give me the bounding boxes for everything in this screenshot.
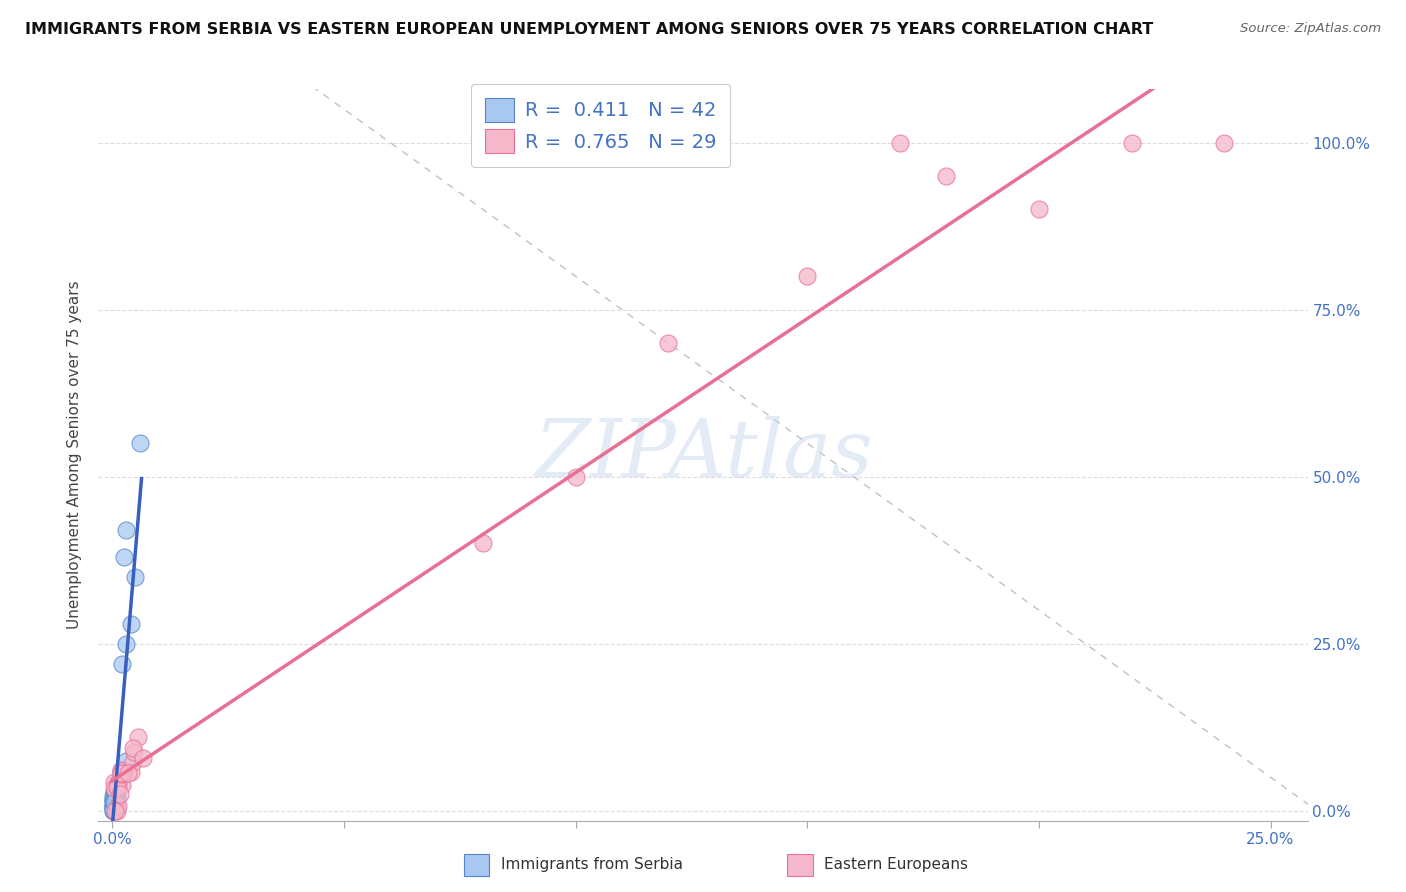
Point (103, 797, 125, 811)
Text: Eastern Europeans: Eastern Europeans (824, 857, 967, 872)
Point (103, 780, 125, 795)
Point (112, 549, 135, 564)
Point (101, 800, 124, 814)
Point (107, 774, 129, 789)
Point (110, 764, 132, 779)
Point (103, 775, 125, 789)
Text: ZIPAtlas: ZIPAtlas (534, 417, 872, 493)
Point (120, 616, 142, 631)
Point (1213, 136, 1236, 150)
Point (101, 796, 124, 810)
Bar (787, 854, 813, 876)
Point (115, 637, 138, 651)
Point (110, 763, 132, 777)
Point (120, 765, 142, 780)
Point (107, 790, 129, 805)
Point (104, 794, 127, 808)
Point (657, 336, 679, 351)
Point (101, 792, 124, 806)
Point (103, 798, 125, 813)
Point (124, 570, 146, 584)
Text: Immigrants from Serbia: Immigrants from Serbia (501, 857, 682, 872)
Point (796, 269, 818, 284)
Point (124, 745, 146, 759)
Point (104, 789, 127, 804)
Bar (464, 854, 489, 876)
Point (122, 755, 145, 769)
Point (129, 436, 152, 450)
Point (110, 765, 132, 780)
Point (110, 770, 132, 784)
Point (564, 469, 586, 483)
Point (104, 792, 127, 806)
Point (103, 786, 125, 800)
Y-axis label: Unemployment Among Seniors over 75 years: Unemployment Among Seniors over 75 years (67, 281, 83, 629)
Point (1028, 202, 1050, 217)
Point (111, 765, 134, 780)
Point (103, 798, 125, 813)
Point (107, 799, 129, 814)
Point (110, 657, 132, 671)
Point (115, 754, 138, 768)
Point (889, 136, 911, 150)
Point (122, 741, 145, 756)
Point (115, 523, 138, 537)
Point (110, 778, 132, 792)
Point (110, 766, 132, 780)
Point (1121, 136, 1143, 150)
Point (104, 791, 127, 805)
Point (111, 764, 134, 778)
Point (103, 789, 125, 804)
Point (105, 781, 128, 796)
Point (112, 768, 135, 782)
Legend: R =  0.411   N = 42, R =  0.765   N = 29: R = 0.411 N = 42, R = 0.765 N = 29 (471, 84, 731, 167)
Point (107, 804, 129, 818)
Point (471, 536, 494, 550)
Point (105, 780, 128, 795)
Point (107, 775, 129, 789)
Point (104, 781, 127, 796)
Point (101, 803, 124, 817)
Point (104, 804, 127, 818)
Point (101, 789, 124, 804)
Point (103, 792, 125, 806)
Point (101, 804, 124, 818)
Point (104, 784, 127, 798)
Point (104, 787, 127, 801)
Point (127, 730, 149, 744)
Point (105, 789, 128, 804)
Point (131, 751, 153, 765)
Point (108, 787, 131, 801)
Point (103, 791, 125, 805)
Point (107, 780, 129, 795)
Point (117, 766, 139, 780)
Text: IMMIGRANTS FROM SERBIA VS EASTERN EUROPEAN UNEMPLOYMENT AMONG SENIORS OVER 75 YE: IMMIGRANTS FROM SERBIA VS EASTERN EUROPE… (25, 22, 1153, 37)
Point (103, 785, 125, 799)
Point (104, 797, 127, 812)
Point (103, 795, 125, 809)
Point (935, 169, 957, 183)
Text: Source: ZipAtlas.com: Source: ZipAtlas.com (1240, 22, 1381, 36)
Point (104, 789, 127, 804)
Point (105, 780, 128, 794)
